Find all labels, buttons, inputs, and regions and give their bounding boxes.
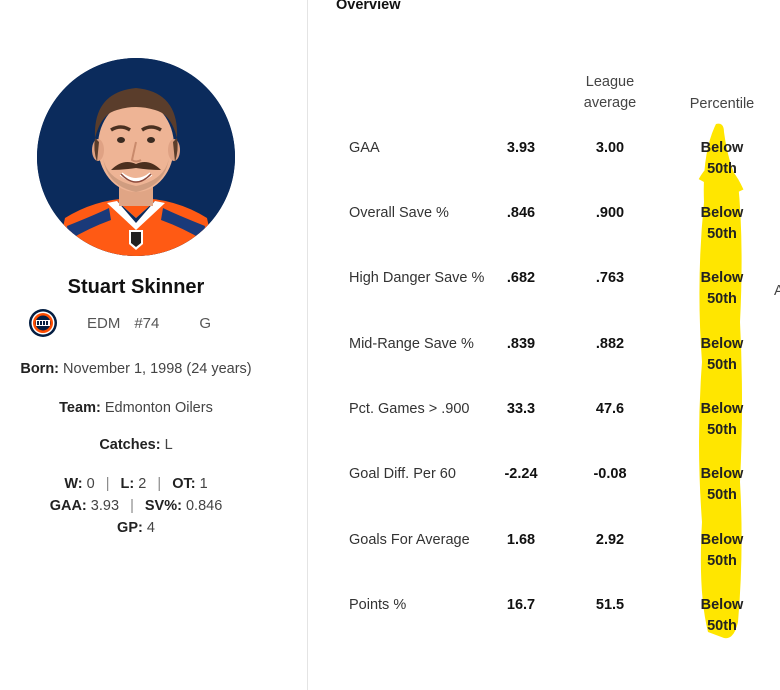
player-avatar bbox=[37, 58, 235, 256]
percentile-line1: Below bbox=[700, 597, 744, 613]
table-row: Overall Save % .846 .900 Below 50th bbox=[349, 203, 769, 253]
gp-value: 4 bbox=[146, 520, 155, 536]
league-average-header: League average bbox=[565, 72, 655, 114]
team-abbreviation: EDM bbox=[87, 314, 121, 332]
wins-label: W: bbox=[64, 476, 83, 492]
percentile-value: Below 50th bbox=[694, 595, 750, 637]
sv-value: 0.846 bbox=[185, 498, 223, 514]
percentile-value: Below 50th bbox=[694, 464, 750, 506]
metric-label: High Danger Save % bbox=[349, 270, 485, 286]
metric-label: Mid-Range Save % bbox=[349, 336, 474, 352]
table-row: GAA 3.93 3.00 Below 50th bbox=[349, 138, 769, 188]
percentile-line1: Below bbox=[700, 336, 744, 352]
league-average-value: .900 bbox=[595, 205, 625, 221]
jersey-number: #74 bbox=[134, 314, 160, 332]
player-value: .682 bbox=[506, 270, 536, 286]
player-profile-panel: Stuart Skinner EDM #74 G Bor bbox=[0, 0, 308, 690]
percentile-line1: Below bbox=[700, 401, 744, 417]
yellow-highlight-mark bbox=[694, 122, 746, 640]
goalie-stats: GAA: 3.93 | SV%: 0.846 bbox=[0, 498, 272, 514]
stat-separator: | bbox=[157, 476, 162, 492]
losses-value: 2 bbox=[138, 476, 147, 492]
percentile-line2: 50th bbox=[707, 422, 737, 438]
player-value: -2.24 bbox=[504, 466, 538, 482]
player-value: 3.93 bbox=[506, 140, 536, 156]
player-value: 33.3 bbox=[506, 401, 536, 417]
metric-label: GAA bbox=[349, 140, 380, 156]
games-played: GP: 4 bbox=[0, 520, 272, 536]
oilers-logo-icon[interactable] bbox=[28, 308, 58, 338]
born-value: November 1, 1998 (24 years) bbox=[63, 361, 252, 377]
team-info: Team: Edmonton Oilers bbox=[0, 400, 272, 416]
league-average-value: -0.08 bbox=[593, 466, 627, 482]
metric-label: Points % bbox=[349, 597, 407, 613]
team-value: Edmonton Oilers bbox=[104, 400, 213, 416]
wins-value: 0 bbox=[86, 476, 95, 492]
losses-label: L: bbox=[120, 476, 135, 492]
league-average-value: 51.5 bbox=[595, 597, 625, 613]
player-value: 16.7 bbox=[506, 597, 536, 613]
percentile-value: Below 50th bbox=[694, 138, 750, 180]
percentile-value: Below 50th bbox=[694, 203, 750, 245]
gp-label: GP: bbox=[117, 520, 143, 536]
table-row: Pct. Games > .900 33.3 47.6 Below 50th bbox=[349, 399, 769, 449]
ot-label: OT: bbox=[172, 476, 196, 492]
catches-value: L bbox=[164, 437, 173, 453]
metric-label: Overall Save % bbox=[349, 205, 449, 221]
team-label: Team: bbox=[59, 400, 101, 416]
league-average-value: 2.92 bbox=[595, 532, 625, 548]
percentile-line1: Below bbox=[700, 532, 744, 548]
stat-separator: | bbox=[130, 498, 134, 514]
metric-label: Pct. Games > .900 bbox=[349, 401, 470, 417]
catches-info: Catches: L bbox=[0, 437, 272, 453]
league-average-value: 3.00 bbox=[595, 140, 625, 156]
percentile-line2: 50th bbox=[707, 226, 737, 242]
percentile-header: Percentile bbox=[689, 96, 755, 112]
percentile-line2: 50th bbox=[707, 161, 737, 177]
player-meta-row: EDM #74 G bbox=[28, 308, 268, 338]
league-average-header-line2: average bbox=[583, 95, 637, 111]
percentile-value: Below 50th bbox=[694, 334, 750, 376]
league-average-value: .763 bbox=[595, 270, 625, 286]
metric-label: Goals For Average bbox=[349, 532, 470, 548]
player-value: .839 bbox=[506, 336, 536, 352]
percentile-line1: Below bbox=[700, 205, 744, 221]
percentile-line1: Below bbox=[700, 270, 744, 286]
ot-value: 1 bbox=[199, 476, 208, 492]
gaa-label: GAA: bbox=[49, 498, 87, 514]
table-row: High Danger Save % .682 .763 Below 50th bbox=[349, 268, 769, 318]
table-row: Mid-Range Save % .839 .882 Below 50th bbox=[349, 334, 769, 384]
player-value: .846 bbox=[506, 205, 536, 221]
percentile-line2: 50th bbox=[707, 618, 737, 634]
percentile-value: Below 50th bbox=[694, 399, 750, 441]
percentile-line2: 50th bbox=[707, 291, 737, 307]
gaa-value: 3.93 bbox=[90, 498, 120, 514]
born-info: Born: November 1, 1998 (24 years) bbox=[0, 361, 272, 377]
league-average-header-line1: League bbox=[585, 74, 635, 90]
percentile-line2: 50th bbox=[707, 553, 737, 569]
sv-label: SV%: bbox=[144, 498, 182, 514]
catches-label: Catches: bbox=[99, 437, 161, 453]
player-position: G bbox=[199, 314, 212, 332]
metric-label: Goal Diff. Per 60 bbox=[349, 466, 456, 482]
born-label: Born: bbox=[20, 361, 60, 377]
overview-title: Overview bbox=[336, 0, 401, 13]
percentile-line2: 50th bbox=[707, 487, 737, 503]
table-row: Points % 16.7 51.5 Below 50th bbox=[349, 595, 769, 645]
percentile-line2: 50th bbox=[707, 357, 737, 373]
percentile-value: Below 50th bbox=[694, 268, 750, 310]
percentile-line1: Below bbox=[700, 466, 744, 482]
league-average-value: 47.6 bbox=[595, 401, 625, 417]
table-row: Goal Diff. Per 60 -2.24 -0.08 Below 50th bbox=[349, 464, 769, 514]
table-row: Goals For Average 1.68 2.92 Below 50th bbox=[349, 530, 769, 580]
league-average-value: .882 bbox=[595, 336, 625, 352]
player-value: 1.68 bbox=[506, 532, 536, 548]
stat-separator: | bbox=[105, 476, 110, 492]
percentile-value: Below 50th bbox=[694, 530, 750, 572]
clipped-text: A bbox=[774, 283, 780, 299]
record-stats: W: 0 | L: 2 | OT: 1 bbox=[0, 476, 272, 492]
percentile-line1: Below bbox=[700, 140, 744, 156]
player-name: Stuart Skinner bbox=[67, 276, 205, 298]
